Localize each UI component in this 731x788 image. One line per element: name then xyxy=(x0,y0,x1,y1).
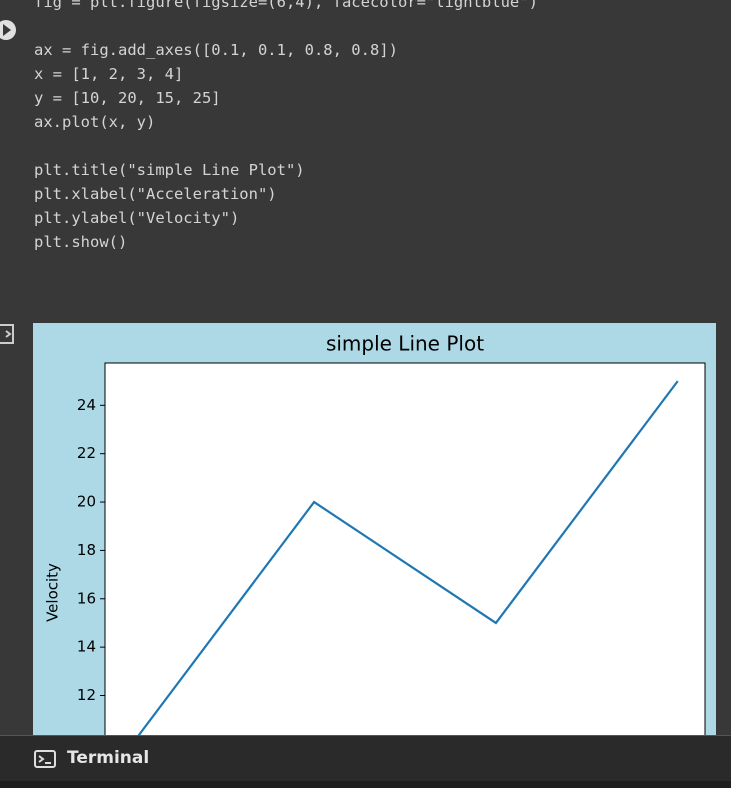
code-line: ax = fig.add_axes([0.1, 0.1, 0.8, 0.8]) xyxy=(34,41,398,59)
y-tick-label: 24 xyxy=(77,396,96,414)
y-tick-label: 18 xyxy=(77,541,96,559)
y-tick-label: 14 xyxy=(77,638,96,656)
data-line xyxy=(137,380,679,735)
y-tick-label: 20 xyxy=(77,493,96,511)
terminal-icon xyxy=(34,750,56,768)
code-line: plt.xlabel("Acceleration") xyxy=(34,185,277,203)
code-line: plt.title("simple Line Plot") xyxy=(34,161,305,179)
y-tick-label: 22 xyxy=(77,444,96,462)
y-axis-label: Velocity xyxy=(44,563,62,622)
chart-title: simple Line Plot xyxy=(326,332,484,356)
code-line: y = [10, 20, 15, 25] xyxy=(34,89,221,107)
y-tick-label: 16 xyxy=(77,589,96,607)
code-block: plt.title("simple Line Plot") plt.xlabel(… xyxy=(34,158,538,254)
y-tick-label: 12 xyxy=(77,686,96,704)
code-cell[interactable]: fig = plt.figure(figsize=(6,4), facecolo… xyxy=(34,0,538,278)
output-icon[interactable] xyxy=(0,322,20,346)
figure: simple Line Plot Velocity 12 14 16 18 20 22 24 xyxy=(33,323,716,735)
status-strip xyxy=(0,781,731,788)
run-button[interactable] xyxy=(0,18,20,42)
code-block: ax = fig.add_axes([0.1, 0.1, 0.8, 0.8]) x… xyxy=(34,38,538,134)
axes xyxy=(104,362,706,735)
terminal-bar[interactable]: Terminal xyxy=(0,735,731,781)
code-line: plt.show() xyxy=(34,233,128,251)
code-block: fig = plt.figure(figsize=(6,4), facecolo… xyxy=(34,0,538,14)
terminal-label[interactable]: Terminal xyxy=(67,748,150,768)
code-line: plt.ylabel("Velocity") xyxy=(34,209,240,227)
code-line: fig = plt.figure(figsize=(6,4), facecolo… xyxy=(34,0,538,11)
code-line: x = [1, 2, 3, 4] xyxy=(34,65,184,83)
code-line: ax.plot(x, y) xyxy=(34,113,156,131)
